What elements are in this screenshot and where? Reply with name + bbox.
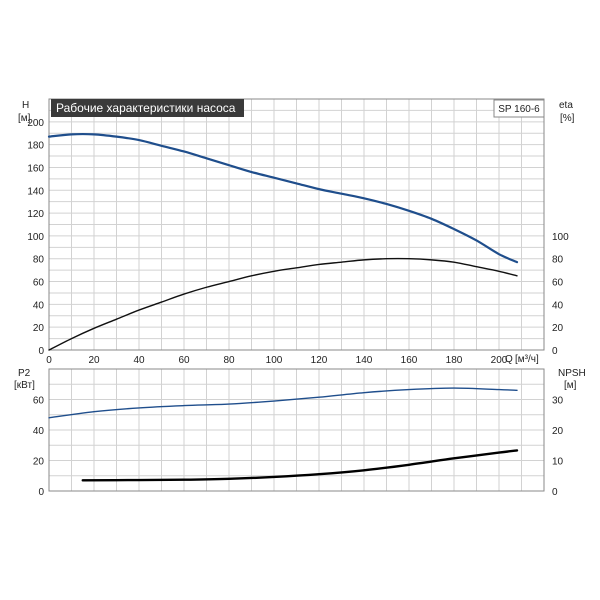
- right-axis-unit-npsh: [м]: [564, 380, 577, 391]
- left-y-tick-label: 40: [33, 300, 45, 311]
- plot-frame: [48, 368, 545, 492]
- efficiency-curve: [48, 257, 518, 351]
- right-axis-unit-eta: [%]: [560, 113, 575, 124]
- x-tick-label: 60: [178, 355, 190, 366]
- right-y-tick-label: 60: [552, 278, 564, 289]
- x-tick-label: 20: [88, 355, 100, 366]
- x-tick-label: 80: [223, 355, 235, 366]
- x-axis-unit-q: [м³/ч]: [515, 354, 539, 365]
- chart-title: Рабочие характеристики насоса: [56, 101, 236, 115]
- x-axis-label-q: Q: [505, 354, 513, 365]
- right-y-tick-label: 80: [552, 255, 564, 266]
- left-y-tick-label: 160: [27, 163, 44, 174]
- head-curve: [47, 132, 519, 264]
- left-y-tick-label: 140: [27, 186, 44, 197]
- left-y-tick-label: 20: [33, 457, 45, 468]
- power-p2-curve: [48, 387, 518, 419]
- right-axis-label-npsh: NPSH: [558, 368, 586, 379]
- chart-title-box: [51, 99, 244, 117]
- right-y-tick-label: 10: [552, 457, 564, 468]
- right-axis-label-eta: eta: [559, 100, 573, 111]
- right-y-tick-label: 20: [552, 323, 564, 334]
- x-tick-label: 200: [491, 355, 508, 366]
- left-y-tick-label: 200: [27, 118, 44, 129]
- left-axis-label-h: H: [22, 100, 29, 111]
- left-y-tick-label: 80: [33, 255, 45, 266]
- x-tick-label: 0: [46, 355, 52, 366]
- grid-layer: [49, 99, 544, 491]
- left-y-tick-label: 0: [38, 487, 44, 498]
- left-y-tick-label: 20: [33, 323, 45, 334]
- left-axis-unit-h: [м]: [18, 113, 31, 124]
- x-tick-label: 120: [311, 355, 328, 366]
- plot-frame: [48, 98, 545, 351]
- x-tick-label: 140: [356, 355, 373, 366]
- left-y-tick-label: 0: [38, 346, 44, 357]
- right-y-tick-label: 0: [552, 487, 558, 498]
- x-tick-label: 100: [266, 355, 283, 366]
- model-label-box: [493, 99, 545, 118]
- left-y-tick-label: 40: [33, 426, 45, 437]
- npsh-curve: [81, 449, 519, 482]
- x-tick-label: 160: [401, 355, 418, 366]
- right-y-tick-label: 30: [552, 396, 564, 407]
- right-y-tick-label: 40: [552, 300, 564, 311]
- left-axis-label-p2: P2: [18, 368, 31, 379]
- frame-layer: [48, 98, 545, 492]
- left-y-tick-label: 60: [33, 278, 45, 289]
- x-tick-label: 40: [133, 355, 145, 366]
- right-y-tick-label: 100: [552, 232, 569, 243]
- x-tick-label: 180: [446, 355, 463, 366]
- left-y-tick-label: 180: [27, 141, 44, 152]
- right-y-tick-label: 20: [552, 426, 564, 437]
- tick-labels-layer: 0 20 40 60 80 100 120 140 160 180 2000204060801001…: [27, 118, 569, 498]
- left-y-tick-label: 100: [27, 232, 44, 243]
- left-axis-unit-p2: [кВт]: [14, 380, 35, 391]
- left-y-tick-label: 120: [27, 209, 44, 220]
- left-y-tick-label: 60: [33, 396, 45, 407]
- series-layer: [47, 132, 519, 482]
- right-y-tick-label: 0: [552, 346, 558, 357]
- model-label: SP 160-6: [498, 104, 540, 115]
